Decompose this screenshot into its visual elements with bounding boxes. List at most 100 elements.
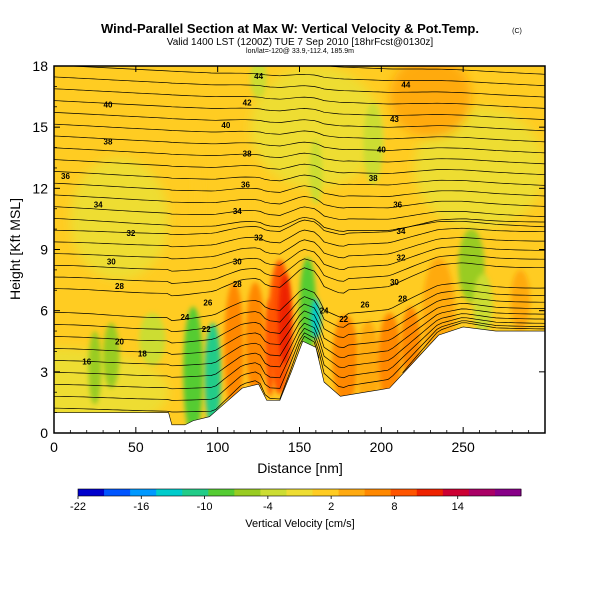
y-tick-label: 12 xyxy=(32,180,48,196)
velocity-cell xyxy=(191,141,205,256)
colorbar-frame xyxy=(77,488,522,497)
x-axis-label: Distance [nm] xyxy=(257,460,343,476)
x-tick-label: 250 xyxy=(451,439,475,455)
isentrope-label: 40 xyxy=(221,121,230,130)
isentrope-label: 18 xyxy=(138,349,147,358)
velocity-cell xyxy=(250,66,382,189)
colorbar-tick-label: -4 xyxy=(263,501,273,513)
isentrope-label: 44 xyxy=(254,72,263,81)
colorbar-swatch xyxy=(208,489,235,496)
colorbar-tick-label: -16 xyxy=(133,501,149,513)
velocity-cell xyxy=(88,331,102,405)
colorbar-swatch xyxy=(182,489,209,496)
copyright-mark: (C) xyxy=(512,28,522,35)
isentrope-label: 28 xyxy=(398,294,407,303)
isentrope-line xyxy=(54,218,545,236)
isentrope-label: 20 xyxy=(115,337,124,346)
isentrope-line xyxy=(54,171,545,186)
isentrope-label: 36 xyxy=(393,201,402,210)
colorbar-swatch xyxy=(364,489,392,496)
velocity-cell xyxy=(278,273,292,364)
isentrope-line xyxy=(54,135,545,154)
isentrope-label: 24 xyxy=(180,313,189,322)
velocity-cell xyxy=(299,257,316,356)
valid-time-line: Valid 1400 LST (1200Z) TUE 7 Sep 2010 [1… xyxy=(167,37,434,48)
isentrope-label: 30 xyxy=(107,258,116,267)
velocity-cell xyxy=(250,172,267,274)
colorbar-swatch xyxy=(416,489,444,496)
colorbar-swatch xyxy=(468,489,496,496)
colorbar-swatch xyxy=(286,489,314,496)
isentrope-label: 43 xyxy=(390,115,399,124)
isentrope-label: 30 xyxy=(233,258,242,267)
colorbar-tick-label: 8 xyxy=(391,501,397,513)
isentrope-label: 22 xyxy=(202,325,211,334)
colorbar-swatch xyxy=(234,489,261,496)
isentrope-label: 26 xyxy=(203,299,212,308)
isentrope-line xyxy=(54,296,545,344)
isentrope-line xyxy=(54,206,545,221)
isentrope-line xyxy=(54,194,545,209)
velocity-cell xyxy=(265,298,275,397)
colorbar-swatch xyxy=(130,489,157,496)
isentrope-line xyxy=(54,76,545,98)
isentrope-label: 24 xyxy=(320,307,329,316)
isentrope-line xyxy=(54,123,545,143)
colorbar-tick-label: 2 xyxy=(328,501,334,513)
isentrope-label: 32 xyxy=(126,229,135,238)
velocity-cell xyxy=(183,306,203,433)
velocity-cell xyxy=(389,66,472,138)
x-tick-label: 0 xyxy=(50,439,58,455)
velocity-cell xyxy=(309,139,323,205)
isentrope-line xyxy=(54,282,545,321)
isentrope-label: 38 xyxy=(369,174,378,183)
isentrope-line xyxy=(54,100,545,120)
velocity-cell xyxy=(332,314,359,405)
isentrope-label: 22 xyxy=(339,315,348,324)
colorbar-swatch xyxy=(390,489,418,496)
colorbar-swatch xyxy=(312,489,340,496)
isentrope-label: 30 xyxy=(390,278,399,287)
isentrope-line xyxy=(54,322,545,413)
isentrope-line xyxy=(54,88,545,109)
x-tick-label: 50 xyxy=(128,439,144,455)
isentrope-labels: 44 44 42 43 40 40 40 38 38 38 36 36 36 34 34 34 32 32 32 30… xyxy=(61,72,411,367)
isentrope-line xyxy=(54,289,545,333)
isentrope-label: 34 xyxy=(94,201,103,210)
terrain xyxy=(54,326,545,433)
isentrope-label: 38 xyxy=(104,137,113,146)
chart-title: Wind-Parallel Section at Max W: Vertical… xyxy=(101,21,479,36)
colorbar-tick-label: -10 xyxy=(197,501,213,513)
colorbar-swatch xyxy=(78,489,105,496)
colorbar-swatch xyxy=(338,489,366,496)
isentrope-label: 16 xyxy=(82,358,91,367)
velocity-cell xyxy=(245,282,266,397)
isentrope-line xyxy=(54,112,545,132)
isentrope-line xyxy=(54,245,545,272)
y-tick-label: 9 xyxy=(40,242,48,258)
isentrope-label: 36 xyxy=(241,180,250,189)
isentrope-line xyxy=(54,237,545,260)
x-tick-label: 100 xyxy=(206,439,230,455)
isentrope-line xyxy=(54,262,545,297)
velocity-cell xyxy=(54,347,169,433)
isentrope-label: 42 xyxy=(243,99,252,108)
plot-area: 44 44 42 43 40 40 40 38 38 38 36 36 36 34 34 34 32 32 32 30… xyxy=(54,66,545,433)
isentrope-label: 34 xyxy=(233,207,242,216)
velocity-cell xyxy=(70,157,169,281)
colorbar-swatch xyxy=(104,489,131,496)
velocity-cell xyxy=(363,102,383,185)
colorbar-swatch xyxy=(260,489,287,496)
velocity-cell xyxy=(414,106,545,230)
isentrope-label: 38 xyxy=(243,150,252,159)
isentrope-line xyxy=(54,302,545,355)
colorbar-tick-label: 14 xyxy=(452,501,464,513)
velocity-cell xyxy=(510,269,531,332)
isentrope-line xyxy=(54,308,545,367)
colorbar-swatch xyxy=(156,489,183,496)
x-tick-label: 200 xyxy=(370,439,394,455)
y-tick-label: 6 xyxy=(40,303,48,319)
isentrope-line xyxy=(54,216,545,232)
